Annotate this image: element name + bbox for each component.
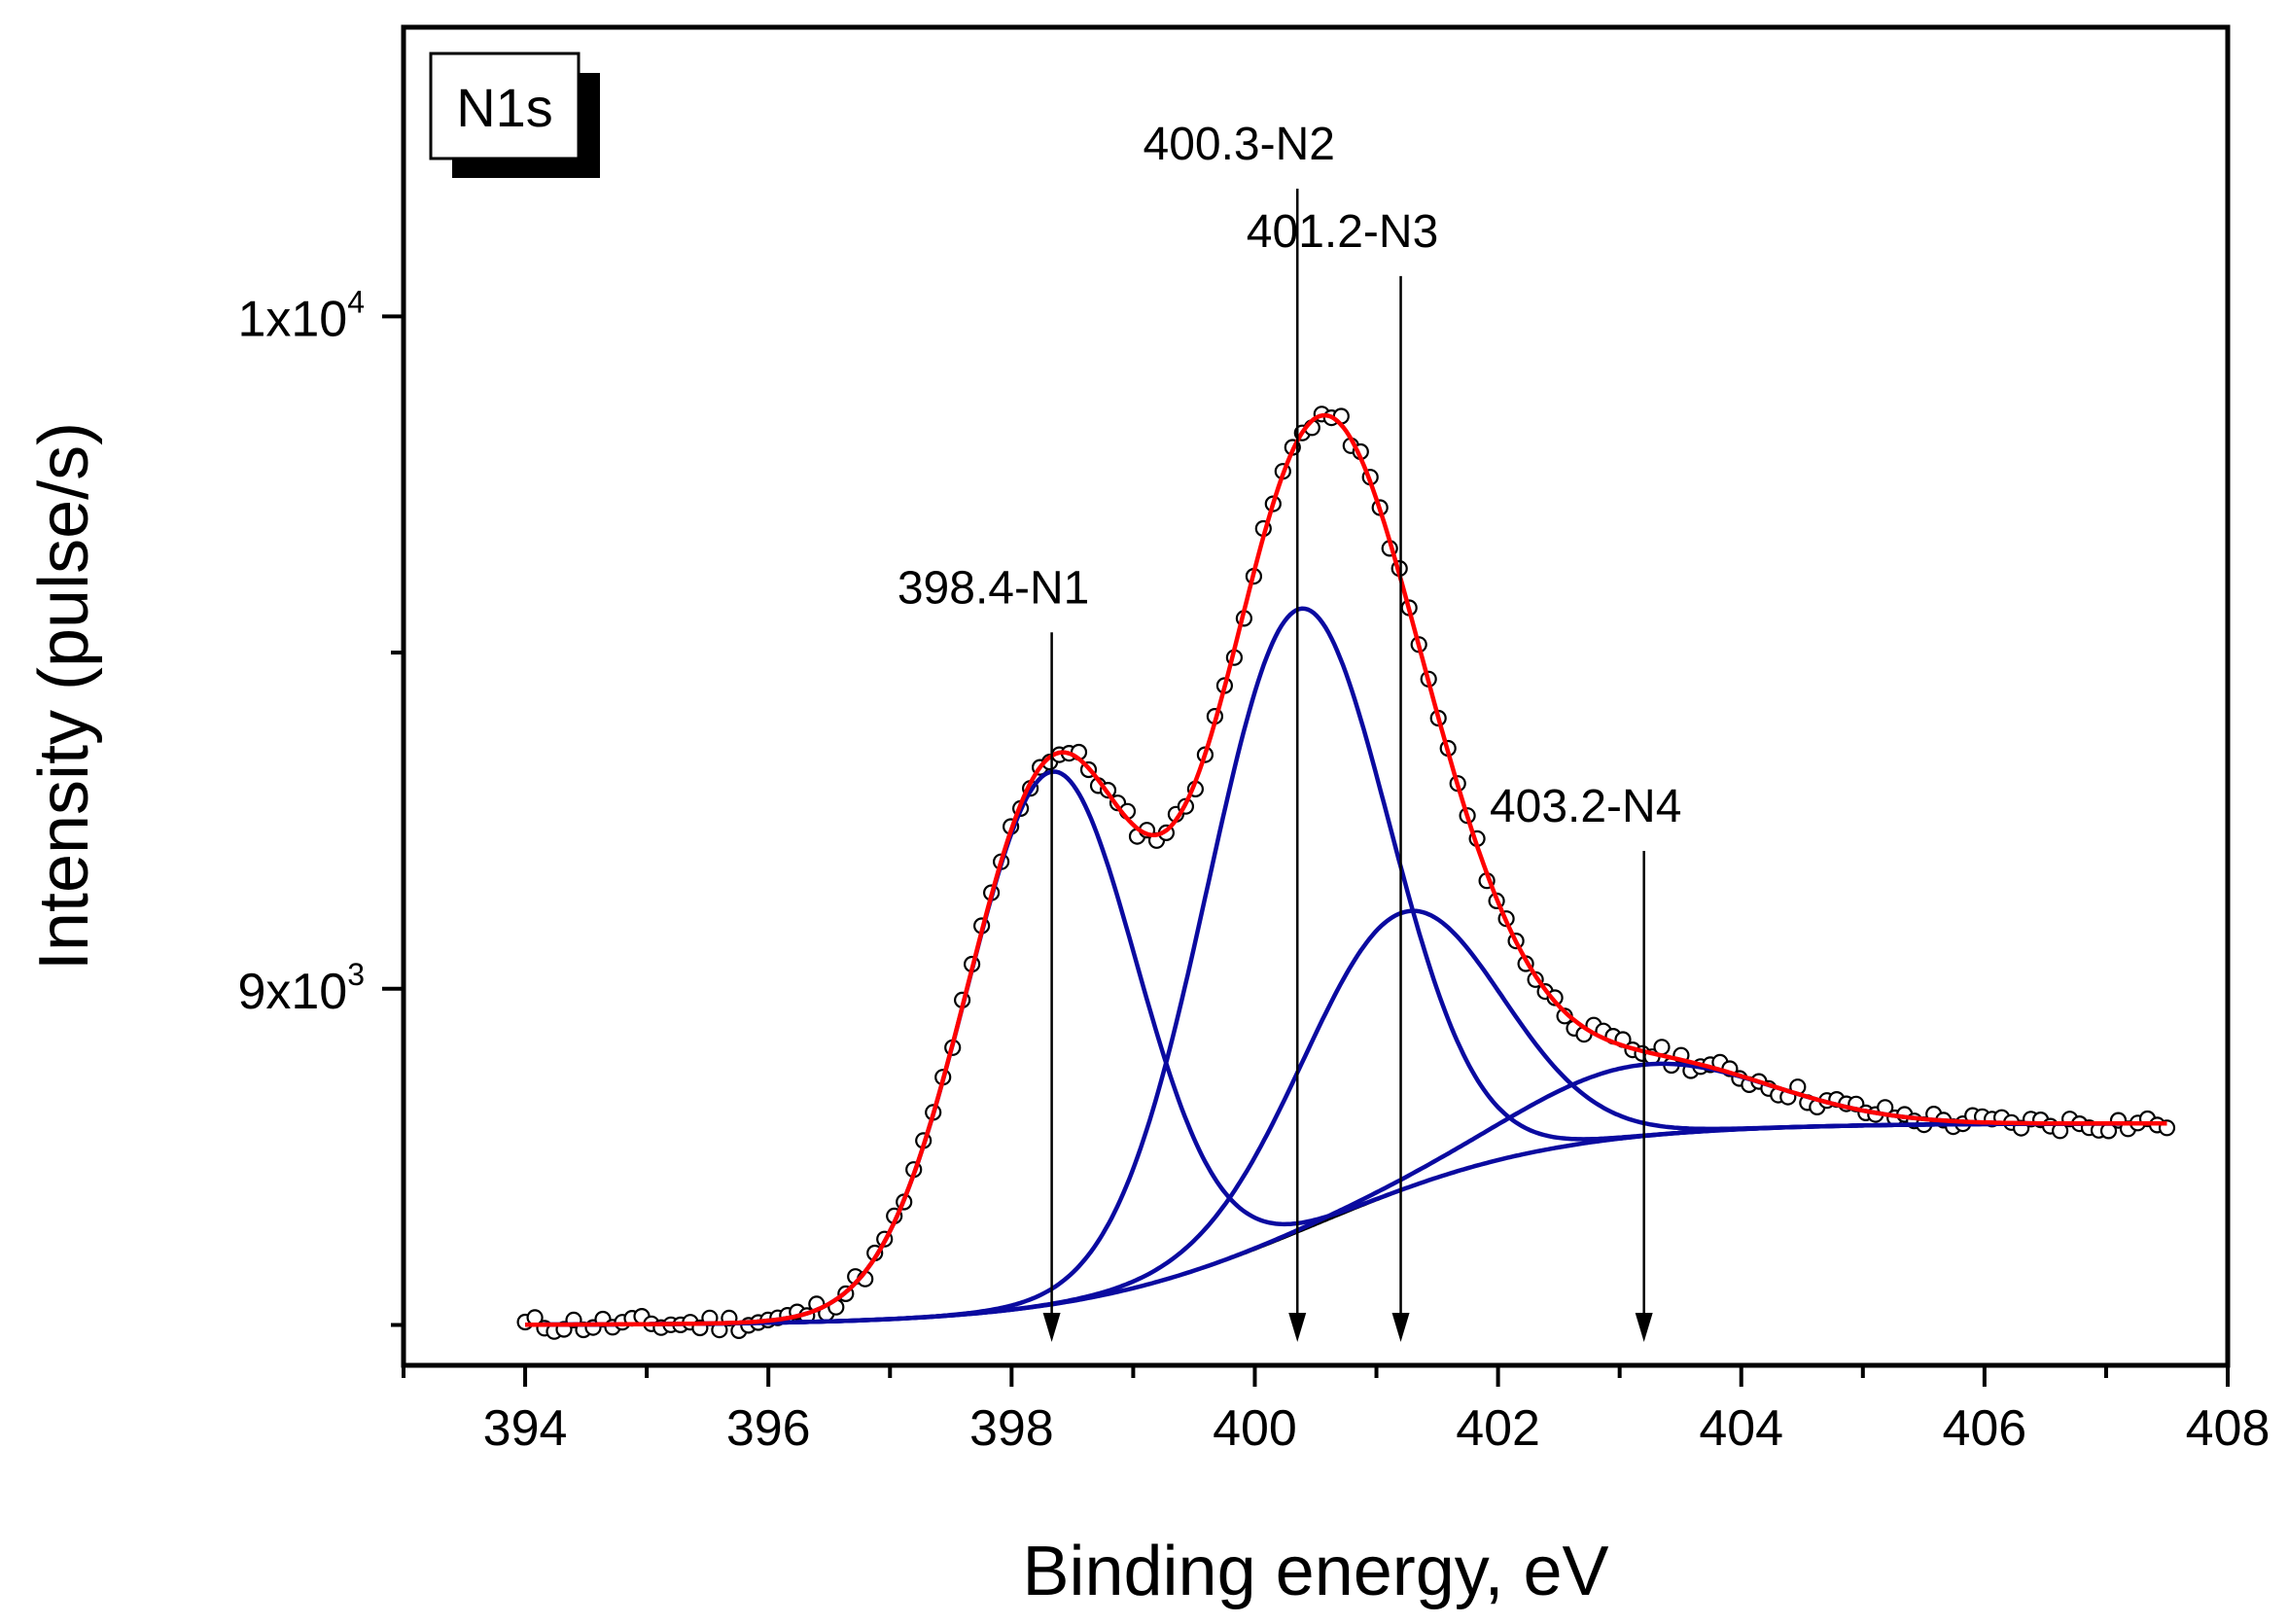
plot-area: 398.4-N1 400.3-N2 401.2-N3 403.2-N4 [516,119,2176,1342]
x-tick-label: 402 [1456,1400,1540,1457]
annotation-arrow-head [1391,1313,1410,1342]
x-axis-title: Binding energy, eV [1022,1533,1608,1610]
legend-label: N1s [456,77,553,138]
annotation-arrow-head [1288,1313,1307,1342]
annotation-arrow-head [1042,1313,1061,1342]
legend-frame [429,52,581,160]
annotation-label: 403.2-N4 [1490,781,1681,832]
data-points [516,406,2176,1340]
annotation-label: 400.3-N2 [1144,119,1335,170]
annotation-label: 398.4-N1 [898,562,1089,614]
background-line [525,1121,2167,1327]
y-axis-title: Intensity (pulse/s) [25,422,103,971]
x-tick-label: 404 [1699,1400,1783,1457]
annotation-arrow-head [1635,1313,1653,1342]
y-tick-label: 9x103 [237,957,365,1020]
component-n4 [525,1061,2167,1327]
x-tick-label: 406 [1942,1400,2026,1457]
legend-box: N1s [429,52,600,178]
y-axis: 9x103 1x104 [237,284,404,1327]
plot-frame [401,24,2231,1368]
x-tick-label: 394 [483,1400,568,1457]
x-tick-label: 408 [2186,1400,2270,1457]
component-n2 [525,606,2167,1327]
x-tick-label: 396 [726,1400,811,1457]
x-tick-label: 400 [1213,1400,1297,1457]
x-tick-label: 398 [969,1400,1054,1457]
annotation-label: 401.2-N3 [1247,206,1438,258]
y-tick-label: 1x104 [237,284,365,347]
envelope-fit-line [525,412,2167,1327]
component-n1 [525,769,2167,1327]
x-axis: 394 396 398 400 402 404 406 408 [402,1365,2270,1457]
